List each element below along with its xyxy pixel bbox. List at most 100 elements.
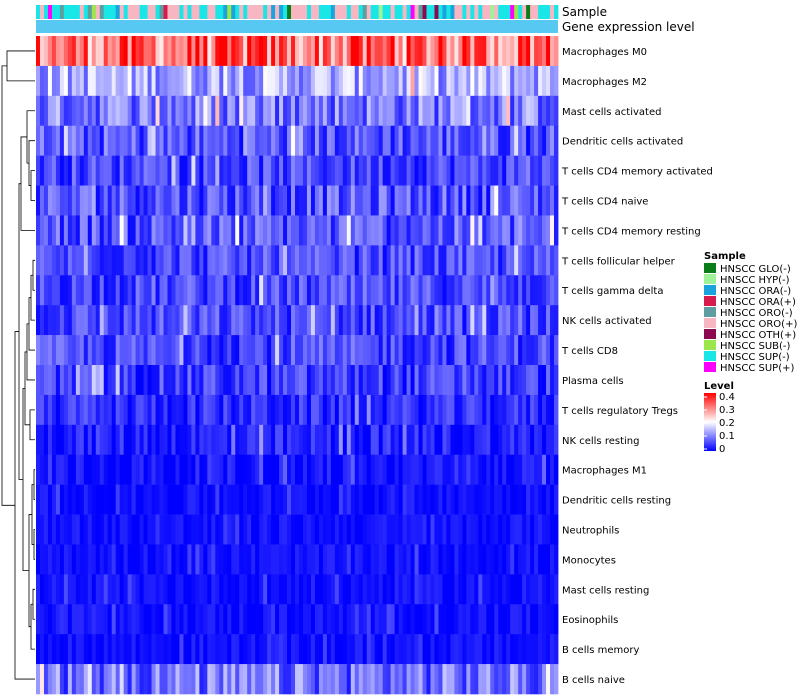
sample-annotation-cell [271,5,276,19]
heatmap-cell [247,95,252,127]
heatmap-cell [370,574,376,605]
heatmap-cell [75,155,81,186]
heatmap-cell [378,634,384,665]
heatmap-cell [550,365,555,396]
heatmap-cell [386,604,392,635]
heatmap-cell [498,36,503,67]
heatmap-cell [546,155,551,186]
heatmap-cell [386,215,392,246]
level-tick-label: 0.3 [719,405,735,416]
heatmap-cell [191,424,196,456]
heatmap-cell [123,245,129,276]
heatmap-cell [203,484,208,515]
heatmap-cell [326,394,332,426]
heatmap-cell [538,394,543,426]
heatmap-cell [87,335,93,366]
heatmap-cell [231,574,236,605]
heatmap-cell [183,125,188,156]
level-tick-label: 0.1 [719,431,735,442]
heatmap-cell [526,664,531,695]
heatmap-cell [358,454,364,485]
heatmap-cell [530,95,535,127]
heatmap-cell [374,544,380,575]
heatmap-cell [418,245,423,276]
heatmap-cell [530,215,535,246]
heatmap-cell [43,664,49,695]
heatmap-cell [151,245,156,276]
heatmap-cell [326,215,332,246]
heatmap-cell [518,125,523,156]
heatmap-cell [111,664,117,695]
heatmap-cell [354,664,360,695]
row-label: Neutrophils [562,526,619,537]
heatmap-cell [223,155,228,186]
heatmap-cell [223,424,228,456]
heatmap-cell [179,394,184,426]
heatmap-cell [267,365,272,396]
heatmap-cell [83,394,89,426]
heatmap-cell [43,604,49,635]
sample-annotation-cell [526,5,531,19]
heatmap-cell [163,664,168,695]
heatmap-cell [87,544,93,575]
heatmap-cell [179,454,184,485]
heatmap-cell [470,95,475,127]
heatmap-cell [538,544,543,575]
heatmap-cell [374,305,380,336]
heatmap-cell [358,544,364,575]
heatmap-cell [95,155,101,186]
heatmap-cell [263,245,268,276]
heatmap-cell [450,155,455,186]
heatmap-cell [87,424,93,456]
heatmap-cell [87,514,93,545]
heatmap-cell [227,484,232,515]
heatmap-cell [478,544,483,575]
heatmap-cell [474,155,479,186]
heatmap-cell [494,215,499,246]
heatmap-cell [103,125,109,156]
heatmap-cell [291,125,296,156]
heatmap-cell [518,574,523,605]
heatmap-cell [386,155,392,186]
heatmap-cell [382,514,388,545]
heatmap-cell [510,95,515,127]
heatmap-cell [251,365,256,396]
heatmap-cell [67,634,73,665]
heatmap-cell [546,215,551,246]
heatmap-cell [143,215,148,246]
heatmap-cell [207,185,212,216]
heatmap-cell [334,95,340,127]
heatmap-cell [119,275,125,306]
heatmap-cell [71,424,77,456]
heatmap-cell [295,634,300,665]
heatmap-cell [342,275,348,306]
heatmap-cell [334,604,340,635]
heatmap-cell [550,65,555,97]
heatmap-cell [183,305,188,336]
heatmap-cell [506,215,511,246]
heatmap-cell [207,604,212,635]
heatmap-cell [422,544,427,575]
heatmap-cell [386,394,392,426]
heatmap-cell [490,365,495,396]
heatmap-cell [163,634,168,665]
heatmap-cell [486,365,491,396]
heatmap-cell [195,574,200,605]
heatmap-cell [123,305,129,336]
heatmap-cell [410,484,415,515]
heatmap-cell [115,65,121,97]
heatmap-cell [243,215,248,246]
heatmap-cell [95,365,101,396]
heatmap-cell [354,484,360,515]
heatmap-cell [175,394,180,426]
heatmap-cell [47,514,53,545]
heatmap-cell [358,664,364,695]
heatmap-cell [255,155,260,186]
heatmap-cell [514,305,519,336]
heatmap-cell [159,574,164,605]
heatmap-cell [506,484,511,515]
sample-annotation-cell [139,5,144,19]
heatmap-cell [410,574,415,605]
heatmap-cell [370,335,376,366]
heatmap-cell [554,95,559,127]
